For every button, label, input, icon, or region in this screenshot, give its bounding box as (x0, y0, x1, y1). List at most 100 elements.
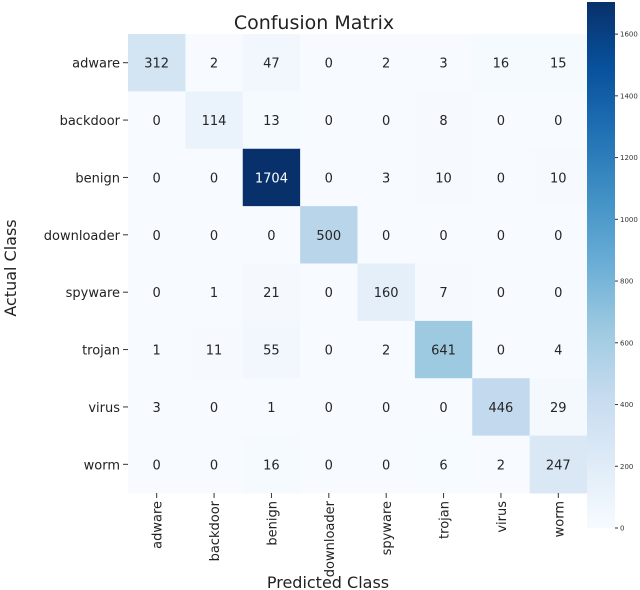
cell-value-label: 0 (210, 458, 218, 473)
heatmap-cell (357, 206, 416, 265)
cell-value-label: 11 (206, 344, 223, 359)
heatmap-cell (185, 206, 244, 265)
heatmap-cell (242, 206, 301, 265)
heatmap-cell (242, 320, 301, 379)
cell-value-label: 0 (325, 286, 333, 301)
heatmap-cell (300, 320, 359, 379)
colorbar-tick-label: 1000 (620, 216, 638, 224)
heatmap-cell (414, 378, 473, 437)
heatmap-cell (185, 378, 244, 437)
colorbar-tick-label: 400 (620, 401, 633, 409)
heatmap-cell (242, 263, 301, 322)
heatmap-cell (414, 206, 473, 265)
cell-value-label: 0 (554, 286, 562, 301)
cell-value-label: 0 (554, 229, 562, 244)
cell-value-label: 0 (497, 286, 505, 301)
colorbar-tick-label: 800 (620, 278, 633, 286)
x-tick-label: downloader (323, 500, 338, 577)
x-axis: adware backdoor benign downloader spyware tro… (151, 493, 567, 577)
heatmap-cell (357, 148, 416, 207)
cell-value-label: 312 (144, 57, 169, 72)
cell-value-label: 2 (382, 57, 390, 72)
heatmap-cell (529, 206, 588, 265)
heatmap-cell (529, 320, 588, 379)
cell-value-label: 0 (497, 114, 505, 129)
cell-value-label: 10 (435, 171, 452, 186)
heatmap-cell (128, 91, 186, 150)
cell-value-label: 0 (267, 229, 275, 244)
colorbar-ticks: 0 200 400 600 800 1000 1200 1400 1600 (615, 31, 638, 533)
cell-value-label: 29 (550, 401, 567, 416)
y-tick-label: benign (75, 171, 120, 186)
cell-value-label: 15 (550, 57, 567, 72)
cell-value-label: 0 (153, 458, 161, 473)
heatmap-cell (529, 435, 588, 494)
cell-value-label: 0 (382, 114, 390, 129)
heatmap-cell (185, 435, 244, 494)
cell-value-label: 0 (210, 229, 218, 244)
heatmap-cell (472, 91, 531, 150)
heatmap-cell (529, 91, 588, 150)
heatmap-cell (472, 435, 531, 494)
heatmap-cell (185, 34, 244, 92)
heatmap-cell (472, 320, 531, 379)
cell-value-label: 3 (439, 57, 447, 72)
cell-value-label: 0 (325, 114, 333, 129)
colorbar-tick-label: 200 (620, 463, 633, 471)
heatmap-cell (472, 34, 531, 92)
heatmap-cell (300, 206, 359, 265)
cell-value-label: 0 (325, 344, 333, 359)
x-axis-title: Predicted Class (267, 573, 389, 590)
cell-value-label: 4 (554, 344, 562, 359)
heatmap-cell (414, 263, 473, 322)
heatmap-cell (300, 263, 359, 322)
cell-value-label: 0 (325, 171, 333, 186)
cell-value-label: 0 (153, 286, 161, 301)
cell-value-label: 446 (489, 401, 514, 416)
cell-value-label: 16 (493, 57, 510, 72)
cell-value-label: 0 (153, 114, 161, 129)
cell-value-label: 0 (153, 229, 161, 244)
x-tick-label: adware (151, 501, 166, 549)
cell-value-label: 500 (316, 229, 341, 244)
heatmap-cell (242, 435, 301, 494)
colorbar-tick-label: 1200 (620, 154, 638, 162)
cell-value-label: 0 (325, 458, 333, 473)
colorbar-tick-label: 0 (620, 525, 624, 533)
heatmap-cell (185, 91, 244, 150)
cell-value-label: 3 (153, 401, 161, 416)
cell-value-label: 1704 (255, 171, 288, 186)
cell-value-label: 0 (497, 171, 505, 186)
heatmap-cell (185, 148, 244, 207)
y-axis: adware backdoor benign downloader spyware tro… (44, 57, 128, 473)
y-tick-label: trojan (82, 344, 120, 359)
cell-value-label: 114 (202, 114, 227, 129)
heatmap-cell (242, 34, 301, 92)
cell-value-label: 0 (210, 171, 218, 186)
heatmap-cell (357, 435, 416, 494)
cell-value-label: 2 (497, 458, 505, 473)
heatmap-cell (300, 378, 359, 437)
cell-value-label: 641 (431, 344, 456, 359)
heatmap-cell (357, 320, 416, 379)
heatmap-cell (357, 34, 416, 92)
cell-value-label: 1 (153, 344, 161, 359)
heatmap-cell (414, 435, 473, 494)
heatmap-cell (529, 263, 588, 322)
cell-value-label: 3 (382, 171, 390, 186)
colorbar-tick-label: 1400 (620, 92, 638, 100)
heatmap-cell (128, 435, 186, 494)
cell-value-label: 21 (263, 286, 280, 301)
cell-value-label: 0 (382, 458, 390, 473)
cell-value-label: 16 (263, 458, 280, 473)
y-tick-label: backdoor (60, 114, 121, 129)
cell-value-label: 1 (267, 401, 275, 416)
heatmap-cell (128, 148, 186, 207)
y-tick-label: virus (88, 401, 120, 416)
heatmap-cell (357, 263, 416, 322)
colorbar-tick-label: 1600 (620, 31, 638, 39)
cell-value-label: 0 (210, 401, 218, 416)
heatmap-cell (529, 378, 588, 437)
heatmap-cell (300, 91, 359, 150)
x-tick-label: spyware (380, 501, 395, 555)
